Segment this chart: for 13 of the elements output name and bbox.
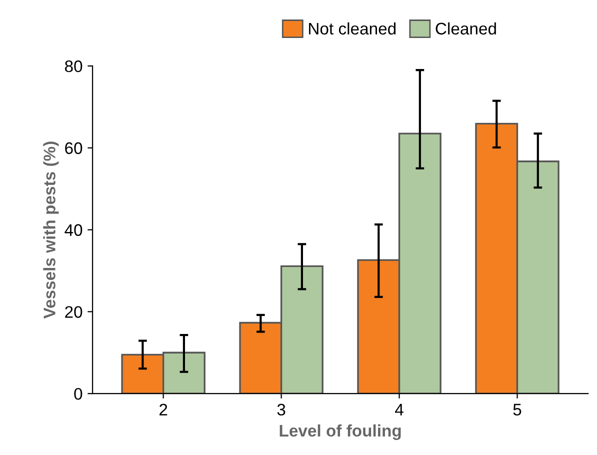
legend-label: Not cleaned [309,22,396,35]
x-axis-title: Level of fouling [280,424,401,440]
y-tick-label: 40 [64,224,82,236]
y-tick-label: 80 [65,60,82,72]
y-tick-label: 60 [65,142,82,154]
legend-label: Cleaned [436,22,496,35]
y-axis-title: Vessels with pests (%) [43,142,59,319]
x-tick-label: 3 [277,404,286,416]
x-tick-label: 5 [513,404,522,416]
y-tick-label: 20 [65,306,82,318]
x-tick-label: 2 [160,404,168,416]
y-tick-label: 0 [74,388,82,400]
x-tick-label: 4 [395,404,404,416]
